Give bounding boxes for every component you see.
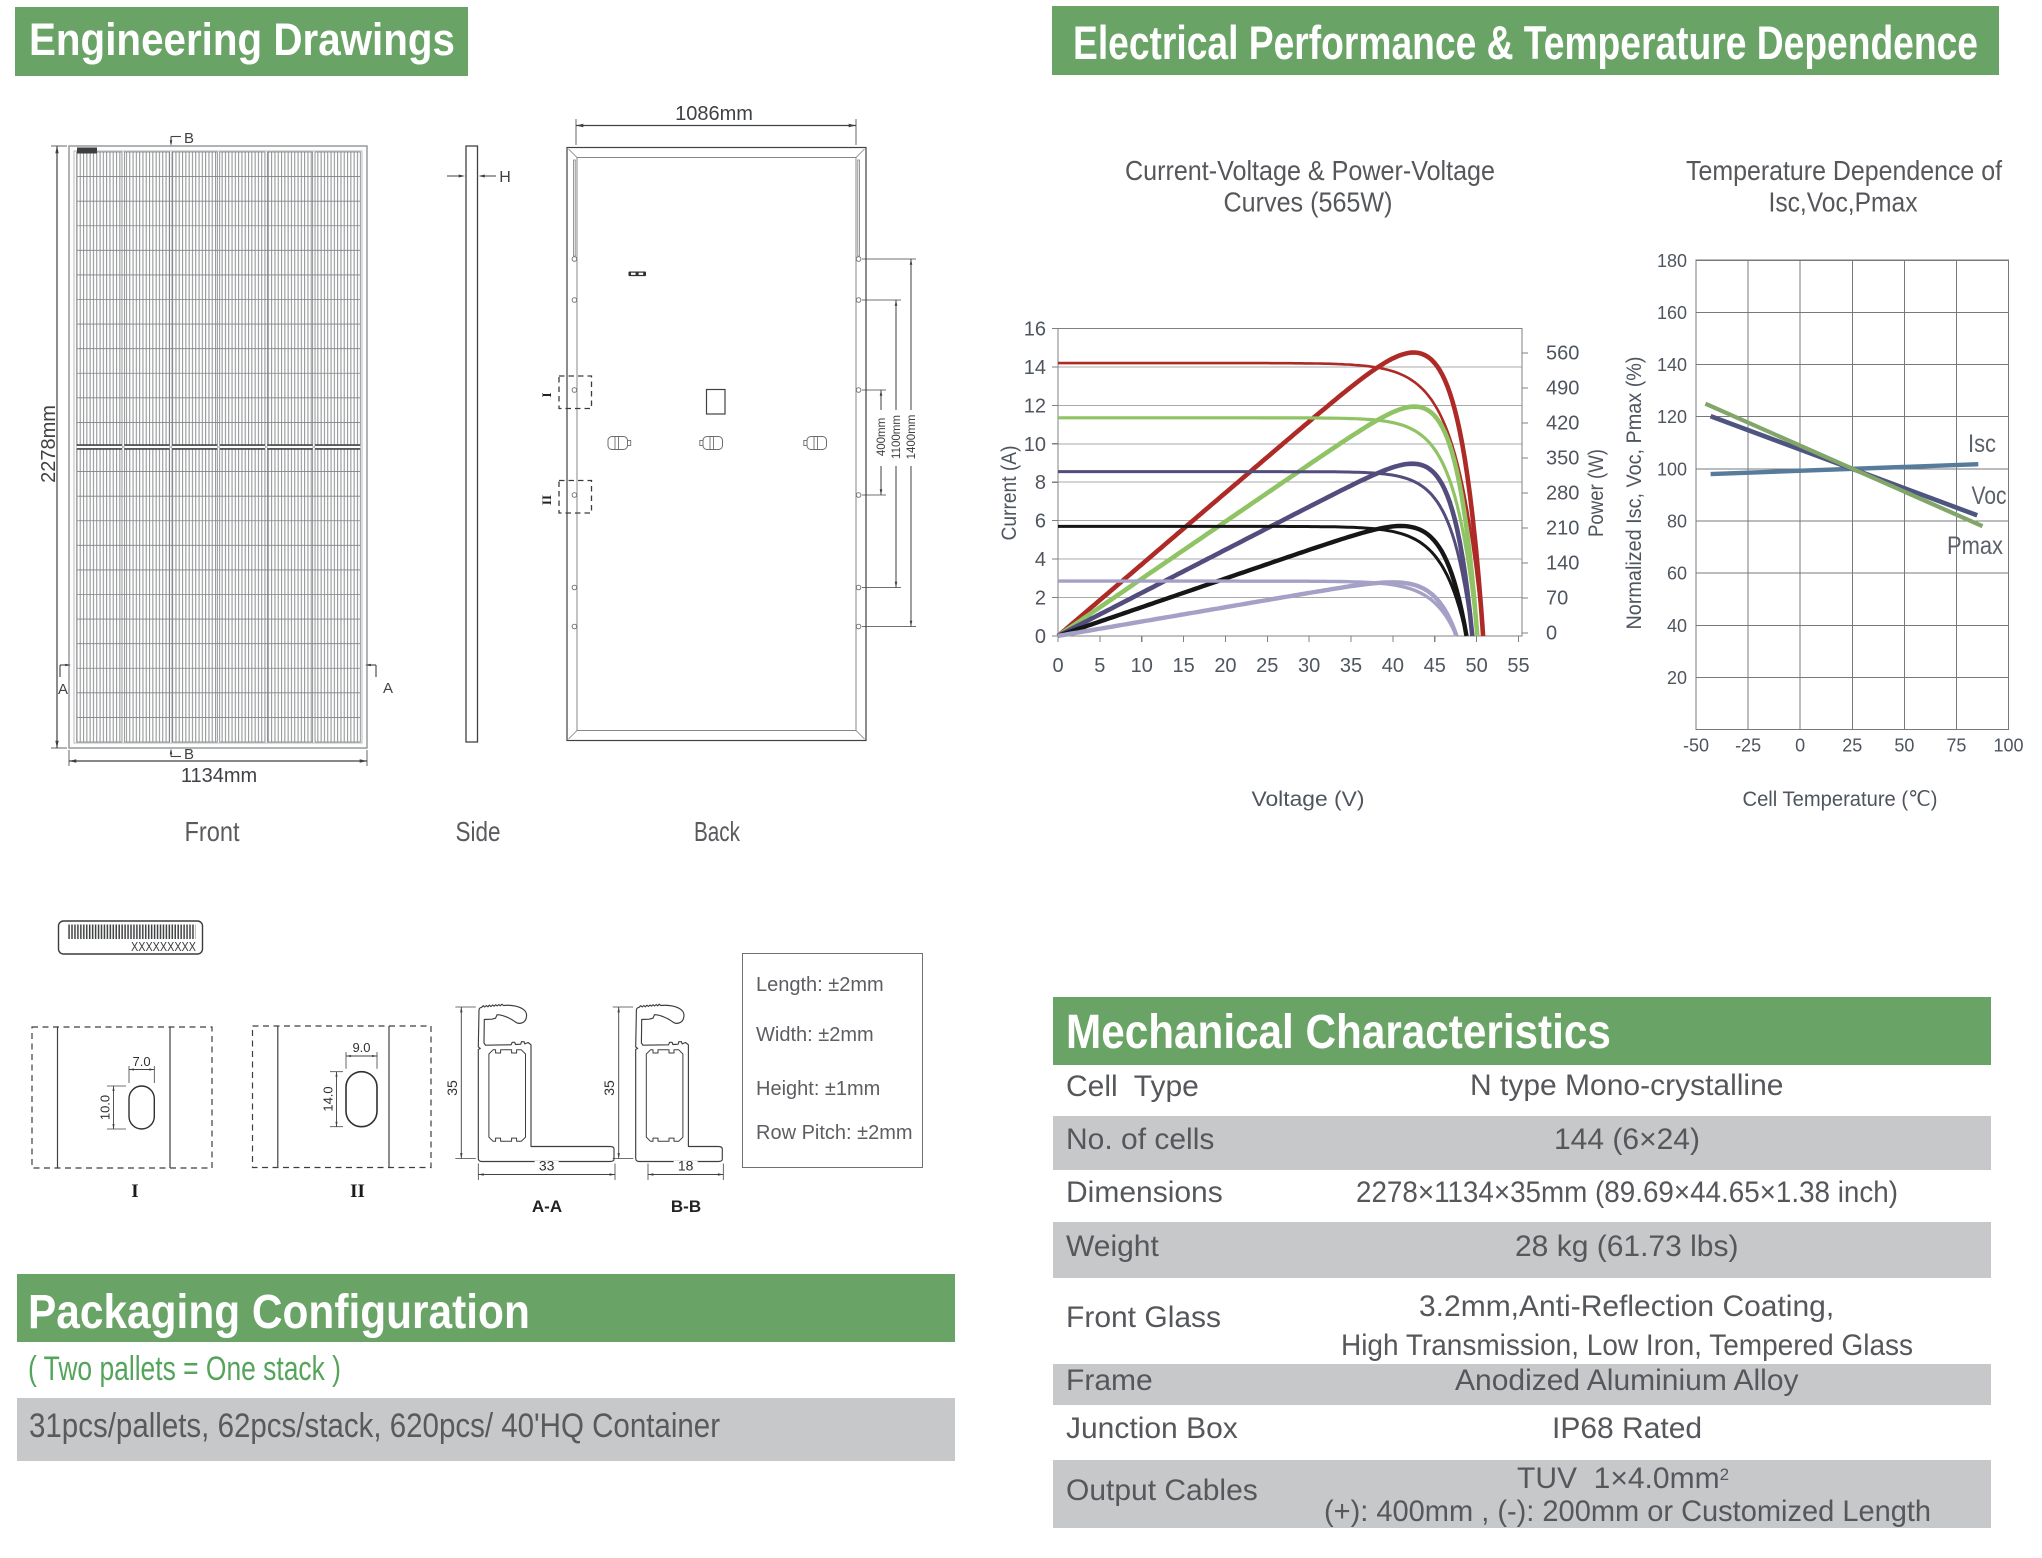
svg-text:18: 18: [678, 1158, 694, 1174]
svg-text:20: 20: [1667, 668, 1687, 688]
svg-text:55: 55: [1507, 655, 1529, 677]
svg-text:-50: -50: [1683, 736, 1709, 756]
svg-text:280: 280: [1546, 483, 1579, 505]
svg-text:140: 140: [1657, 355, 1687, 375]
svg-text:A-A: A-A: [532, 1197, 562, 1216]
svg-text:180: 180: [1657, 251, 1687, 271]
svg-text:Pmax: Pmax: [1947, 532, 2003, 560]
svg-text:Cell Temperature (℃): Cell Temperature (℃): [1743, 788, 1938, 811]
svg-text:1134mm: 1134mm: [181, 765, 257, 787]
svg-text:9.0: 9.0: [352, 1040, 370, 1055]
svg-text:Temperature Dependence of: Temperature Dependence of: [1686, 155, 2002, 186]
svg-text:Back: Back: [694, 816, 741, 847]
svg-text:II: II: [539, 495, 554, 505]
svg-text:1400mm: 1400mm: [906, 415, 918, 460]
svg-text:120: 120: [1657, 407, 1687, 427]
svg-text:B: B: [184, 130, 194, 147]
svg-text:0: 0: [1035, 626, 1046, 648]
svg-text:2: 2: [1035, 587, 1046, 609]
svg-text:H: H: [499, 169, 511, 186]
svg-text:Curves (565W): Curves (565W): [1224, 187, 1393, 218]
svg-text:45: 45: [1424, 655, 1446, 677]
svg-text:50: 50: [1894, 736, 1914, 756]
svg-text:40: 40: [1667, 616, 1687, 636]
svg-text:Current-Voltage & Power-Voltag: Current-Voltage & Power-Voltage: [1125, 155, 1495, 186]
svg-text:40: 40: [1382, 655, 1404, 677]
svg-text:10: 10: [1131, 655, 1153, 677]
svg-text:I: I: [131, 1181, 138, 1202]
svg-text:420: 420: [1546, 413, 1579, 435]
svg-text:12: 12: [1024, 395, 1046, 417]
svg-text:A: A: [383, 680, 393, 697]
svg-text:6: 6: [1035, 511, 1046, 533]
svg-text:560: 560: [1546, 343, 1579, 365]
svg-text:60: 60: [1667, 564, 1687, 584]
svg-text:1086mm: 1086mm: [675, 103, 753, 125]
svg-text:5: 5: [1094, 655, 1105, 677]
svg-text:-25: -25: [1735, 736, 1761, 756]
svg-text:80: 80: [1667, 512, 1687, 532]
svg-text:490: 490: [1546, 378, 1579, 400]
svg-text:II: II: [350, 1181, 365, 1202]
svg-text:7.0: 7.0: [133, 1054, 151, 1069]
svg-text:Normalized Isc, Voc, Pmax (%): Normalized Isc, Voc, Pmax (%): [1623, 357, 1646, 630]
svg-text:16: 16: [1024, 319, 1046, 341]
svg-text:35: 35: [1340, 655, 1362, 677]
svg-text:10: 10: [1024, 434, 1046, 456]
svg-text:20: 20: [1214, 655, 1236, 677]
svg-text:2278mm: 2278mm: [38, 405, 60, 483]
svg-text:8: 8: [1035, 472, 1046, 494]
svg-text:25: 25: [1842, 736, 1862, 756]
svg-text:14.0: 14.0: [321, 1086, 336, 1111]
svg-text:75: 75: [1946, 736, 1966, 756]
svg-text:350: 350: [1546, 448, 1579, 470]
svg-text:15: 15: [1172, 655, 1194, 677]
svg-text:A: A: [58, 681, 68, 698]
svg-text:100: 100: [1657, 459, 1687, 479]
svg-text:1100mm: 1100mm: [891, 415, 903, 459]
svg-text:30: 30: [1298, 655, 1320, 677]
svg-text:25: 25: [1256, 655, 1278, 677]
svg-text:4: 4: [1035, 549, 1046, 571]
svg-text:10.0: 10.0: [98, 1095, 113, 1120]
svg-text:0: 0: [1546, 623, 1557, 645]
svg-text:0: 0: [1052, 655, 1063, 677]
svg-text:XXXXXXXXX: XXXXXXXXX: [131, 939, 196, 954]
svg-text:Front: Front: [185, 816, 240, 847]
svg-text:Isc,Voc,Pmax: Isc,Voc,Pmax: [1769, 187, 1918, 218]
svg-text:Isc: Isc: [1968, 430, 1996, 458]
svg-text:33: 33: [539, 1158, 555, 1174]
svg-text:14: 14: [1024, 357, 1046, 379]
svg-text:Side: Side: [456, 816, 501, 847]
svg-text:B: B: [184, 746, 194, 763]
svg-text:160: 160: [1657, 303, 1687, 323]
svg-text:140: 140: [1546, 553, 1579, 575]
svg-text:B-B: B-B: [671, 1197, 701, 1216]
svg-text:Voc: Voc: [1972, 482, 2007, 510]
svg-text:400mm: 400mm: [876, 418, 888, 456]
svg-text:I: I: [539, 392, 554, 397]
svg-text:35: 35: [601, 1080, 617, 1096]
svg-text:Current (A): Current (A): [998, 446, 1021, 541]
svg-text:Voltage (V): Voltage (V): [1252, 788, 1365, 811]
svg-text:50: 50: [1465, 655, 1487, 677]
svg-text:100: 100: [1993, 736, 2023, 756]
svg-text:Power (W): Power (W): [1585, 449, 1608, 537]
svg-text:35: 35: [444, 1080, 460, 1096]
svg-text:0: 0: [1795, 736, 1805, 756]
svg-text:70: 70: [1546, 588, 1568, 610]
svg-text:210: 210: [1546, 518, 1579, 540]
